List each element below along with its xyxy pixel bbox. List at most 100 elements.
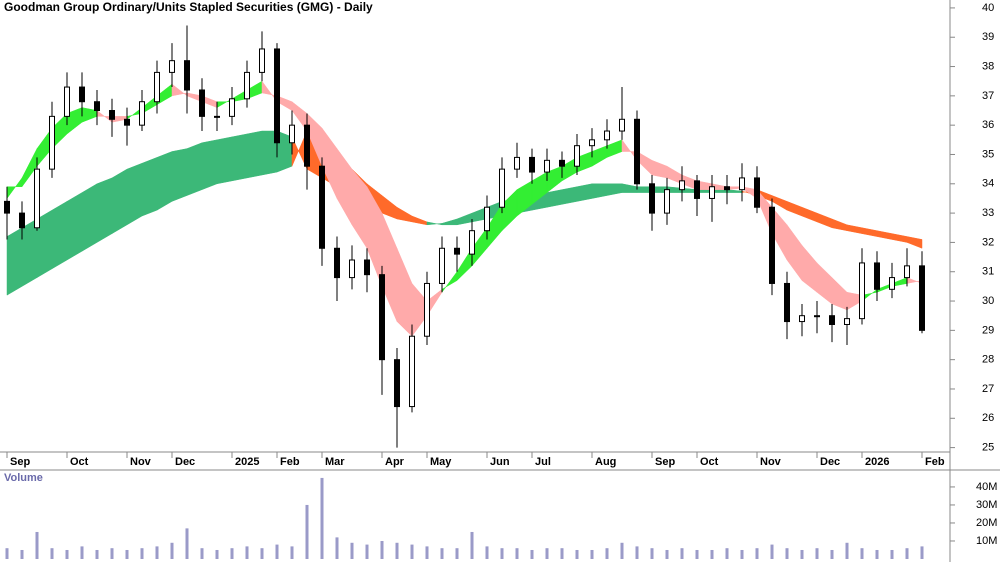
volume-bar bbox=[605, 548, 609, 559]
volume-bar bbox=[410, 544, 414, 559]
candle-body bbox=[424, 282, 430, 337]
y-tick-label: 31 bbox=[982, 266, 994, 278]
volume-bar bbox=[470, 531, 474, 559]
y-tick-label: 37 bbox=[982, 90, 994, 102]
ribbon-segment bbox=[246, 130, 263, 179]
volume-bar bbox=[650, 548, 654, 559]
volume-bar bbox=[260, 548, 264, 559]
volume-bar bbox=[80, 546, 84, 559]
candle-body bbox=[469, 230, 475, 255]
y-tick-label: 20M bbox=[976, 517, 997, 529]
candle-body bbox=[544, 159, 550, 173]
candle-body bbox=[454, 247, 460, 255]
candle-body bbox=[304, 124, 310, 167]
volume-bar bbox=[230, 548, 234, 559]
candle-body bbox=[109, 110, 115, 120]
candle-body bbox=[274, 48, 280, 144]
candle-body bbox=[214, 115, 220, 118]
x-tick-label: Sep bbox=[655, 456, 675, 468]
volume-bar bbox=[50, 548, 54, 559]
y-tick-label: 28 bbox=[982, 354, 994, 366]
y-tick-label: 36 bbox=[982, 119, 994, 131]
candle-body bbox=[724, 186, 730, 191]
y-tick-label: 35 bbox=[982, 148, 994, 160]
candle-body bbox=[34, 168, 40, 229]
x-tick-label: Dec bbox=[175, 456, 195, 468]
y-tick-label: 30 bbox=[982, 295, 994, 307]
volume-bar bbox=[740, 549, 744, 559]
candle-body bbox=[499, 168, 505, 208]
candle-body bbox=[94, 101, 100, 112]
ribbon-segment bbox=[171, 148, 188, 202]
candle-body bbox=[154, 71, 160, 103]
volume-bar bbox=[5, 548, 9, 559]
candle-body bbox=[709, 186, 715, 199]
candle-body bbox=[604, 130, 610, 141]
x-tick-label: Aug bbox=[595, 456, 616, 468]
x-tick-label: Nov bbox=[760, 456, 782, 468]
volume-bar bbox=[800, 549, 804, 559]
y-tick-label: 27 bbox=[982, 383, 994, 395]
y-tick-label: 25 bbox=[982, 442, 994, 454]
x-tick-label: Feb bbox=[280, 456, 300, 468]
volume-bar bbox=[620, 542, 624, 559]
y-tick-label: 40M bbox=[976, 481, 997, 493]
candle-body bbox=[409, 335, 415, 408]
volume-bar bbox=[185, 528, 189, 559]
ribbon-segment bbox=[141, 157, 158, 217]
volume-bar bbox=[365, 544, 369, 559]
volume-bar bbox=[215, 549, 219, 559]
volume-bar bbox=[35, 531, 39, 559]
y-tick-label: 32 bbox=[982, 236, 994, 248]
volume-bar bbox=[335, 537, 339, 559]
ribbon-segment bbox=[126, 162, 143, 226]
volume-bar bbox=[785, 548, 789, 559]
volume-bar bbox=[830, 549, 834, 559]
volume-bar bbox=[890, 549, 894, 559]
candle-body bbox=[814, 315, 820, 318]
candle-body bbox=[244, 71, 250, 100]
candle-body bbox=[334, 247, 340, 279]
volume-bar bbox=[575, 549, 579, 559]
ribbon-segment bbox=[216, 136, 233, 185]
volume-bar bbox=[455, 548, 459, 559]
volume-bar bbox=[95, 549, 99, 559]
volume-bar bbox=[770, 544, 774, 559]
volume-bar bbox=[710, 549, 714, 559]
ribbon-segment bbox=[201, 139, 218, 191]
candle-body bbox=[679, 180, 685, 191]
volume-bar bbox=[920, 546, 924, 559]
candle-body bbox=[49, 115, 55, 170]
candle-body bbox=[799, 315, 805, 323]
ribbon-segment bbox=[21, 218, 38, 287]
x-tick-label: Mar bbox=[325, 456, 345, 468]
candle-body bbox=[889, 277, 895, 290]
candle-body bbox=[124, 118, 130, 126]
volume-bar bbox=[305, 504, 309, 559]
candle-body bbox=[484, 206, 490, 232]
ribbon-segment bbox=[96, 177, 113, 243]
volume-bar bbox=[485, 546, 489, 559]
candle-body bbox=[319, 165, 325, 249]
candle-body bbox=[349, 259, 355, 279]
candle-body bbox=[514, 156, 520, 170]
ribbon-segment bbox=[546, 189, 563, 208]
ribbon-segment bbox=[561, 186, 578, 205]
volume-bar bbox=[545, 548, 549, 559]
candle-body bbox=[394, 359, 400, 408]
x-tick-label: Feb bbox=[925, 456, 945, 468]
x-tick-label: Jun bbox=[490, 456, 510, 468]
candle-body bbox=[784, 282, 790, 323]
y-tick-label: 39 bbox=[982, 31, 994, 43]
candle-body bbox=[589, 139, 595, 147]
ribbon-segment bbox=[906, 236, 923, 249]
ribbon-segment bbox=[81, 183, 98, 252]
ribbon-segment bbox=[51, 200, 68, 270]
candle-body bbox=[664, 189, 670, 214]
candle-body bbox=[649, 183, 655, 214]
volume-bar bbox=[530, 549, 534, 559]
x-tick-label: Oct bbox=[700, 456, 719, 468]
ribbon-segment bbox=[156, 151, 173, 211]
candle-body bbox=[64, 86, 70, 117]
